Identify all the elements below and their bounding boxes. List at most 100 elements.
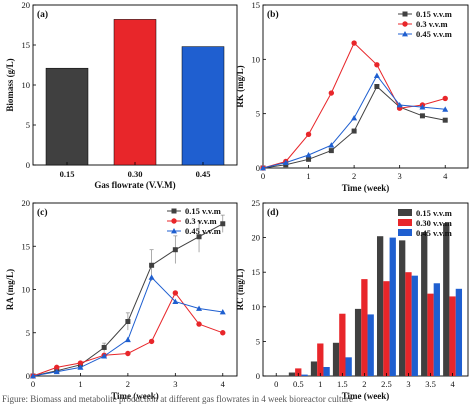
y-tick-label: 0 [26, 371, 30, 381]
y-tick-label: 5 [26, 328, 30, 338]
data-point [54, 364, 60, 371]
data-point [124, 336, 131, 343]
legend-swatch [398, 209, 412, 216]
x-axis-label: Gas flowrate (V.V.M) [94, 180, 175, 190]
data-point [396, 101, 403, 108]
x-tick-label: 2.5 [381, 379, 392, 389]
y-tick-label: 25 [252, 198, 261, 208]
x-tick-label: 2 [352, 171, 356, 181]
y-tick-label: 0 [256, 371, 260, 381]
x-tick-label: 3 [406, 379, 410, 389]
y-axis-label: RA (mg/L) [5, 269, 15, 310]
data-point [101, 344, 107, 350]
data-point [442, 95, 448, 102]
bar [301, 374, 308, 376]
x-tick-label: 3 [173, 379, 177, 389]
x-tick-label: 0 [274, 379, 278, 389]
data-point [196, 321, 202, 327]
x-tick-label: 0 [31, 379, 35, 389]
legend-label: 0.15 v.v.m [416, 208, 452, 218]
x-tick-label: 0.5 [293, 379, 304, 389]
bar [411, 275, 418, 376]
data-point [30, 373, 36, 379]
data-point [101, 353, 108, 359]
bar [332, 342, 340, 376]
data-point [328, 90, 335, 96]
data-point [149, 262, 155, 268]
plot-frame [262, 4, 469, 169]
bar [288, 372, 296, 376]
bar [399, 240, 406, 376]
legend-marker [402, 31, 408, 37]
bar [295, 368, 302, 376]
series-line [262, 42, 446, 169]
data-point [220, 221, 226, 227]
bar [376, 236, 384, 376]
data-point [351, 115, 358, 121]
x-tick-label: 1 [318, 379, 322, 389]
y-tick-label: 0 [256, 163, 260, 173]
y-tick-label: 10 [22, 80, 31, 90]
y-axis-label: Biomass (g/L) [5, 58, 15, 111]
panel-label: (c) [37, 207, 48, 218]
data-point [306, 156, 312, 162]
data-point [172, 247, 178, 253]
data-point [328, 148, 334, 154]
data-point [374, 62, 380, 68]
data-point [419, 104, 426, 110]
y-tick-label: 0 [26, 160, 30, 170]
y-tick-label: 5 [26, 120, 30, 130]
x-tick-label: 0.45 [196, 169, 211, 179]
series-line [262, 74, 446, 169]
legend-label: 0.30 v.v.m [416, 218, 452, 228]
panel-label: (b) [267, 9, 279, 20]
data-point [305, 131, 312, 138]
bar [449, 296, 456, 376]
y-tick-label: 15 [22, 241, 31, 251]
x-tick-label: 3 [398, 171, 402, 181]
bar [427, 293, 434, 376]
data-point [328, 142, 335, 148]
x-tick-label: 0 [261, 171, 265, 181]
data-point [148, 338, 155, 345]
x-axis-label: Time (week) [342, 183, 390, 193]
legend-marker [171, 208, 177, 214]
legend-swatch [398, 219, 412, 226]
data-point [442, 117, 448, 123]
data-point [148, 274, 155, 280]
bar [443, 223, 450, 376]
x-tick-label: 0.15 [60, 169, 75, 179]
data-point [172, 298, 179, 305]
bar [310, 361, 318, 376]
legend-label: 0.15 v.v.m [416, 9, 452, 19]
bar [339, 313, 346, 376]
y-axis-label: RK (mg/L) [235, 65, 245, 107]
legend-label: 0.45 v.v.m [416, 228, 452, 238]
y-tick-label: 20 [22, 198, 31, 208]
x-tick-label: 3.5 [425, 379, 436, 389]
legend-marker [402, 21, 408, 27]
data-point [419, 113, 425, 119]
y-tick-label: 10 [22, 285, 31, 295]
data-point [374, 84, 380, 89]
panel-label: (d) [267, 207, 279, 218]
legend-marker [171, 228, 177, 234]
legend-label: 0.15 v.v.m [185, 206, 221, 216]
bar [345, 357, 352, 376]
x-tick-label: 4 [221, 379, 226, 389]
data-point [260, 165, 266, 171]
bar [455, 288, 463, 376]
y-tick-label: 15 [252, 267, 261, 277]
legend-label: 0.45 v.v.m [185, 226, 221, 236]
data-point [172, 290, 179, 296]
y-tick-label: 10 [252, 302, 261, 312]
x-tick-label: 1.5 [337, 379, 348, 389]
bar [389, 237, 396, 376]
bar [361, 279, 368, 376]
data-point [373, 72, 380, 79]
legend-label: 0.45 v.v.m [416, 29, 452, 39]
legend-marker [402, 11, 408, 17]
bar [45, 67, 89, 166]
x-tick-label: 0.30 [128, 169, 143, 179]
